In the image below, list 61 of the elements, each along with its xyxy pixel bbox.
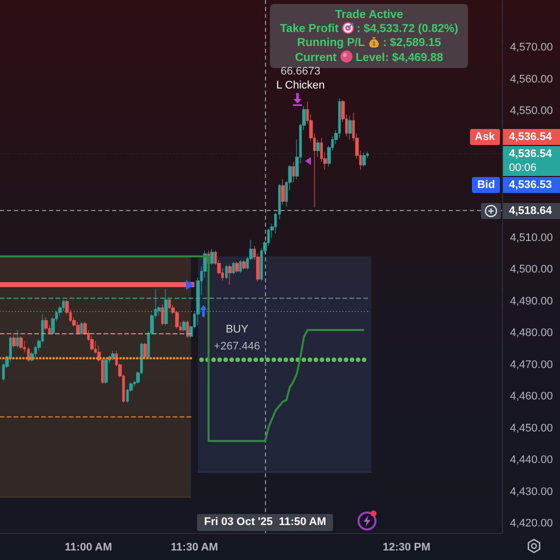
x-tick-label: 12:30 PM	[382, 542, 430, 554]
text: 00:06	[503, 162, 560, 176]
annotation: +267.446	[214, 340, 260, 354]
candlestick	[225, 264, 228, 280]
ref-line-label: 4,518.64	[503, 202, 560, 219]
candlestick	[242, 260, 246, 270]
candlestick	[80, 322, 83, 336]
candlestick	[239, 260, 242, 274]
annotation: Current	[295, 52, 337, 64]
candlestick	[143, 342, 147, 359]
x-tick-label: 11:30 AM	[170, 542, 218, 554]
y-tick-label: 4,570.00	[510, 42, 553, 54]
candlestick	[168, 298, 171, 310]
candlestick	[44, 316, 48, 330]
y-tick-label: 4,550.00	[510, 105, 553, 118]
candlestick	[19, 336, 23, 350]
ref-line-label: 4,536.54	[503, 146, 560, 162]
text: Ask 4,536.54	[474, 130, 552, 143]
annotation: Trade Active	[335, 9, 404, 21]
y-tick-label: 4,510.00	[510, 232, 553, 244]
candlestick	[104, 358, 108, 384]
candlestick	[292, 162, 295, 183]
y-tick-label: 4,420.00	[510, 517, 553, 530]
candlestick	[186, 320, 189, 338]
line-series	[0, 255, 366, 442]
annotation: : $4,533.72 (0.82%)	[356, 23, 458, 35]
candlestick	[316, 139, 320, 158]
y-tick-label: 4,440.00	[510, 454, 553, 466]
x-tick-label: 11:00 AM	[64, 542, 112, 554]
ref-line-label: Fri 03 Oct '25 11:50 AM	[197, 514, 334, 531]
y-tick-label: 4,460.00	[510, 390, 553, 403]
candlestick	[12, 334, 16, 348]
candlestick	[210, 248, 214, 266]
candlestick	[62, 300, 65, 312]
candlestick	[182, 320, 186, 332]
candlestick	[111, 350, 115, 360]
candlestick	[228, 264, 232, 285]
text: Bid 4,536.53	[477, 178, 552, 191]
candlestick	[161, 304, 164, 326]
y-tick-label: 4,490.00	[510, 295, 553, 308]
candlestick	[76, 322, 80, 336]
y-tick-label: 4,500.00	[510, 264, 553, 276]
annotation: Take Profit	[280, 23, 339, 35]
annotation: Running P/L	[297, 37, 365, 49]
candlestick	[235, 261, 239, 274]
y-tick-label: 4,480.00	[510, 327, 553, 340]
annotation: L Chicken	[276, 80, 325, 92]
candlestick	[164, 288, 168, 326]
candlestick	[232, 261, 235, 275]
annotation: Level: $4,469.88	[356, 52, 444, 64]
y-tick-label: 4,560.00	[510, 73, 553, 86]
y-tick-label: 4,430.00	[510, 486, 553, 498]
y-tick-label: 4,450.00	[510, 422, 553, 434]
candlestick	[281, 178, 285, 205]
annotation: BUY	[226, 324, 248, 336]
y-tick-label: 4,470.00	[510, 358, 553, 371]
candlestick	[16, 330, 19, 348]
candlestick	[362, 152, 366, 167]
annotation: : $2,589.15	[382, 37, 442, 49]
candlestick	[348, 116, 352, 140]
annotation: 66.6673	[280, 66, 320, 78]
